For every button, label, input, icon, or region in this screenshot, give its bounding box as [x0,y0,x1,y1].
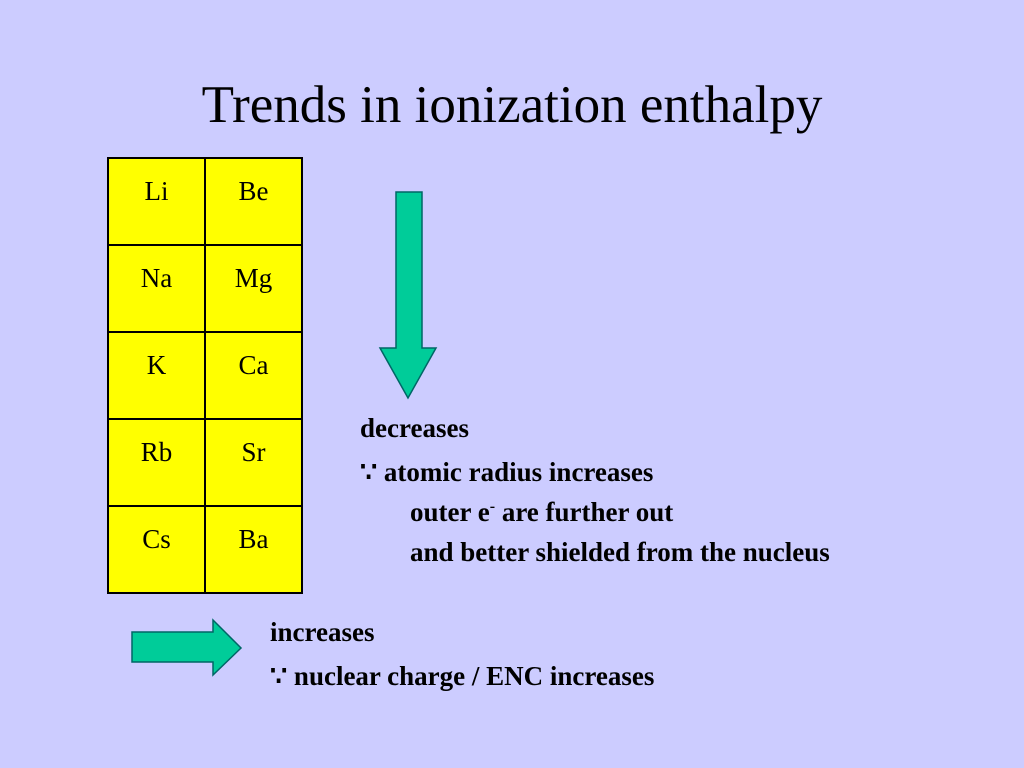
down-line2: outer e- are further out [410,492,673,532]
element-symbol: Cs [142,524,171,554]
table-cell: Na [107,244,206,333]
across-reason: ∵ nuclear charge / ENC increases [270,661,655,691]
element-symbol: Li [144,176,169,206]
down-arrow [378,191,438,400]
table-cell: Li [107,157,206,246]
element-symbol: Ba [238,524,269,554]
across-label: increases [270,617,375,647]
table-row: Li Be [107,157,303,246]
table-row: K Ca [107,331,303,420]
table-cell: Mg [204,244,303,333]
element-symbol: Be [238,176,269,206]
text: outer e [410,497,490,527]
element-symbol: Na [140,263,173,293]
text: are further out [495,497,674,527]
down-reason: ∵ atomic radius increases [360,457,654,487]
element-table: Li Be Na Mg K Ca Rb Sr Cs Ba [107,157,303,594]
down-line3: and better shielded from the nucleus [410,537,830,567]
table-cell: Ca [204,331,303,420]
element-symbol: Ca [238,350,269,380]
right-arrow [131,618,243,677]
table-row: Na Mg [107,244,303,333]
element-symbol: Rb [140,437,173,467]
table-cell: Rb [107,418,206,507]
element-symbol: Mg [234,263,273,293]
superscript: - [489,498,496,515]
element-symbol: K [146,350,167,380]
table-cell: Cs [107,505,206,594]
table-cell: K [107,331,206,420]
down-label: decreases [360,413,469,443]
element-symbol: Sr [241,437,266,467]
title: Trends in ionization enthalpy [201,76,823,134]
table-cell: Sr [204,418,303,507]
table-row: Cs Ba [107,505,303,594]
table-cell: Be [204,157,303,246]
table-row: Rb Sr [107,418,303,507]
table-cell: Ba [204,505,303,594]
